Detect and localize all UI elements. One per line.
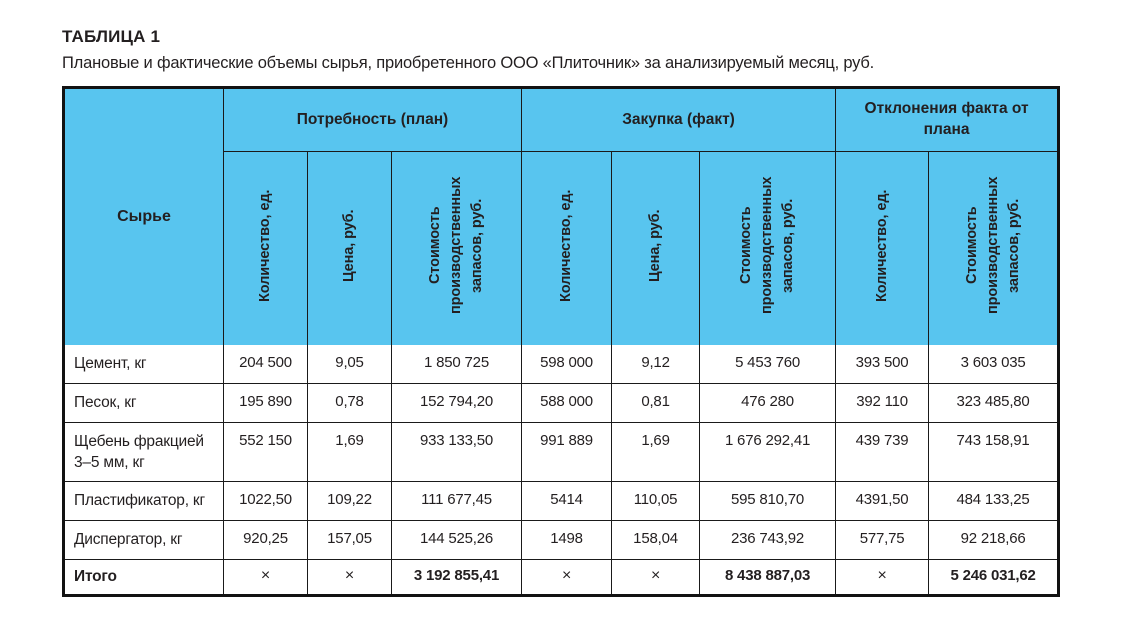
cell-value: 323 485,80 — [928, 383, 1060, 423]
cell-value: 92 218,66 — [928, 519, 1060, 560]
rotated-header-label: Цена, руб. — [340, 209, 357, 282]
rotated-header-label: Стоимость производственных запасов, руб. — [963, 177, 1022, 315]
cell-value: 1498 — [521, 519, 613, 560]
column-header-deviation-quantity: Количество, ед. — [835, 151, 930, 345]
cell-value: 4391,50 — [835, 480, 930, 521]
column-header-plan-cost: Стоимость производственных запасов, руб. — [390, 151, 523, 345]
not-applicable-mark: × — [611, 558, 701, 596]
page: ТАБЛИЦА 1 Плановые и фактические объемы … — [62, 27, 1124, 597]
cell-value: 1 676 292,41 — [699, 422, 837, 482]
cell-value: 158,04 — [611, 519, 701, 560]
rotated-header-label: Цена, руб. — [647, 209, 663, 282]
cell-value: 5 453 760 — [699, 344, 837, 384]
not-applicable-mark: × — [835, 558, 930, 596]
not-applicable-mark: × — [521, 558, 613, 596]
cell-value: 0,78 — [307, 383, 392, 423]
cell-value: 1 850 725 — [390, 344, 523, 384]
cell-value: 991 889 — [521, 422, 613, 482]
cell-value: 588 000 — [521, 383, 613, 423]
table-row-plasticizer: Пластификатор, кг 1022,50 109,22 111 677… — [63, 480, 1060, 521]
cell-value: 3 603 035 — [928, 344, 1060, 384]
cell-value: 9,12 — [611, 344, 701, 384]
cell-value: 9,05 — [307, 344, 392, 384]
cell-value: 110,05 — [611, 480, 701, 521]
cell-value: 598 000 — [521, 344, 613, 384]
sub-header-row: Количество, ед. Цена, руб. Стоимость про… — [64, 151, 1060, 345]
group-header-row: Сырье Потребность (план) Закупка (факт) … — [63, 87, 1060, 345]
table-subtitle: Плановые и фактические объемы сырья, при… — [62, 54, 875, 72]
cell-value: 743 158,91 — [928, 422, 1060, 482]
rotated-header-label: Стоимость производственных запасов, руб. — [426, 177, 486, 315]
totals-label: Итого — [63, 558, 224, 596]
table-row-sand: Песок, кг 195 890 0,78 152 794,20 588 00… — [63, 383, 1060, 423]
cell-value: 157,05 — [307, 519, 392, 560]
material-name: Диспергатор, кг — [63, 519, 224, 560]
table-caption: ТАБЛИЦА 1 Плановые и фактические объемы … — [62, 27, 1124, 73]
cell-value: 552 150 — [223, 422, 308, 482]
cell-value: 111 677,45 — [390, 480, 523, 521]
column-header-plan-quantity: Количество, ед. — [223, 151, 308, 345]
column-header-plan-price: Цена, руб. — [307, 151, 392, 345]
column-header-material: Сырье — [63, 87, 224, 345]
cell-value: 1,69 — [611, 422, 701, 482]
cell-value: 5414 — [521, 480, 613, 521]
total-value: 5 246 031,62 — [928, 558, 1060, 596]
material-name: Пластификатор, кг — [63, 480, 224, 521]
table-label: ТАБЛИЦА 1 — [62, 27, 161, 46]
total-value: 3 192 855,41 — [390, 558, 523, 596]
cell-value: 195 890 — [223, 383, 308, 423]
not-applicable-mark: × — [223, 558, 308, 596]
cell-value: 920,25 — [223, 519, 308, 560]
cell-value: 393 500 — [835, 344, 930, 384]
column-header-fact-quantity: Количество, ед. — [521, 151, 613, 345]
column-header-deviation-cost: Стоимость производственных запасов, руб. — [928, 151, 1060, 345]
material-name: Цемент, кг — [63, 344, 224, 384]
cell-value: 577,75 — [835, 519, 930, 560]
group-header-plan: Потребность (план) — [222, 87, 523, 152]
table-row-gravel: Щебень фракцией 3–5 мм, кг 552 150 1,69 … — [63, 422, 1060, 482]
cell-value: 144 525,26 — [390, 519, 523, 560]
cell-value: 476 280 — [699, 383, 837, 423]
material-name: Щебень фракцией 3–5 мм, кг — [63, 422, 224, 482]
cell-value: 236 743,92 — [699, 519, 837, 560]
column-header-fact-price: Цена, руб. — [611, 151, 701, 345]
cell-value: 484 133,25 — [928, 480, 1060, 521]
cell-value: 439 739 — [835, 422, 930, 482]
materials-table: Сырье Потребность (план) Закупка (факт) … — [62, 86, 1061, 597]
rotated-header-label: Количество, ед. — [873, 189, 890, 302]
rotated-header-label: Стоимость производственных запасов, руб. — [738, 177, 797, 315]
table-row-cement: Цемент, кг 204 500 9,05 1 850 725 598 00… — [63, 344, 1060, 384]
not-applicable-mark: × — [307, 558, 392, 596]
cell-value: 392 110 — [835, 383, 930, 423]
cell-value: 1,69 — [307, 422, 392, 482]
table-row-dispersant: Диспергатор, кг 920,25 157,05 144 525,26… — [63, 519, 1060, 560]
material-name: Песок, кг — [63, 383, 224, 423]
cell-value: 204 500 — [223, 344, 308, 384]
cell-value: 933 133,50 — [390, 422, 523, 482]
totals-row: Итого × × 3 192 855,41 × × 8 438 887,03 … — [63, 558, 1060, 596]
group-header-deviation: Отклонения факта от плана — [835, 87, 1060, 152]
column-header-fact-cost: Стоимость производственных запасов, руб. — [699, 151, 837, 345]
total-value: 8 438 887,03 — [699, 558, 837, 596]
cell-value: 1022,50 — [223, 480, 308, 521]
rotated-header-label: Количество, ед. — [558, 189, 574, 302]
cell-value: 109,22 — [307, 480, 392, 521]
cell-value: 0,81 — [611, 383, 701, 423]
cell-value: 595 810,70 — [699, 480, 837, 521]
rotated-header-label: Количество, ед. — [256, 189, 273, 302]
cell-value: 152 794,20 — [390, 383, 523, 423]
group-header-fact: Закупка (факт) — [521, 87, 837, 152]
